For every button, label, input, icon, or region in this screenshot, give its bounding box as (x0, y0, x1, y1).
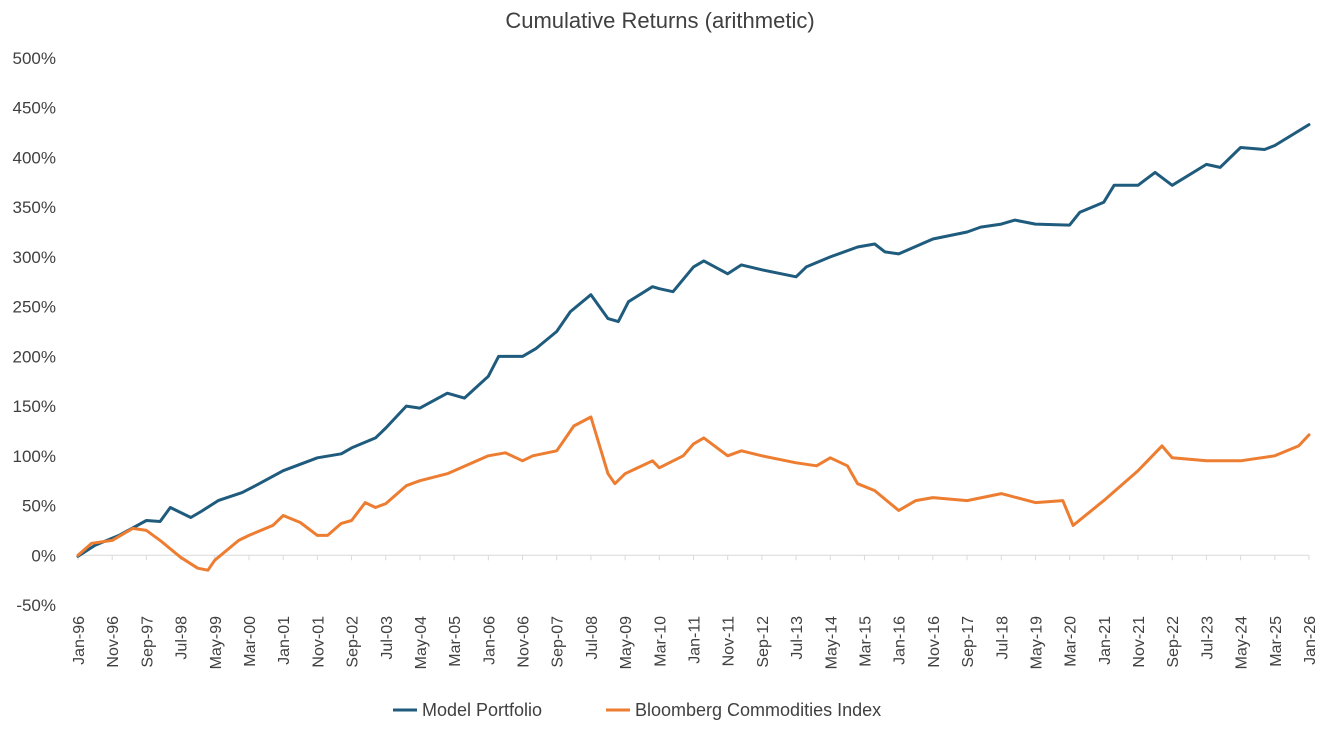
x-tick-label: Jul-18 (994, 616, 1011, 660)
x-tick-label: Sep-02 (345, 616, 362, 668)
chart-title: Cumulative Returns (arithmetic) (505, 8, 814, 33)
x-tick-label: Jul-03 (379, 616, 396, 660)
y-tick-label: 250% (13, 298, 56, 317)
x-tick-label: Sep-12 (755, 616, 772, 668)
y-tick-label: 400% (13, 148, 56, 167)
x-tick-label: Sep-97 (139, 616, 156, 668)
y-tick-label: -50% (16, 596, 56, 615)
x-tick-label: Jan-01 (276, 616, 293, 665)
x-tick-label: Jan-11 (687, 616, 704, 664)
y-tick-label: 0% (31, 546, 56, 565)
x-tick-label: Jan-96 (71, 616, 88, 665)
x-tick-label: May-04 (413, 616, 430, 669)
x-tick-label: Mar-05 (447, 616, 464, 667)
x-tick-label: Sep-07 (550, 616, 567, 668)
x-tick-label: Sep-17 (960, 616, 977, 668)
x-tick-label: May-24 (1234, 616, 1251, 669)
y-tick-label: 300% (13, 248, 56, 267)
x-tick-label: May-14 (823, 616, 840, 669)
x-tick-label: Nov-96 (105, 616, 122, 668)
x-axis: Jan-96 Nov-96 Sep-97 Jul-98 May-99 Mar-00 Jan-… (71, 554, 1319, 669)
x-tick-label: Nov-11 (721, 616, 738, 666)
legend: Model Portfolio Bloomberg Commodities Ind… (393, 700, 881, 720)
x-tick-label: Nov-21 (1131, 616, 1148, 668)
x-tick-label: Mar-25 (1268, 616, 1285, 667)
x-tick-label: Jul-23 (1199, 616, 1216, 660)
x-tick-label: Mar-20 (1063, 616, 1080, 667)
x-tick-label: Mar-10 (652, 616, 669, 667)
y-tick-label: 200% (13, 347, 56, 366)
x-tick-label: Sep-22 (1165, 616, 1182, 668)
y-tick-label: 50% (22, 497, 56, 516)
y-axis: -50% 0% 50% 100% 150% 200% 250% 300% 350% 400% 450… (13, 49, 56, 615)
series-layer (76, 123, 1311, 572)
legend-label-1: Bloomberg Commodities Index (635, 700, 881, 720)
legend-label-0: Model Portfolio (422, 700, 542, 720)
y-tick-label: 350% (13, 198, 56, 217)
x-tick-label: Nov-06 (516, 616, 533, 668)
x-tick-label: May-99 (208, 616, 225, 669)
x-tick-label: Mar-15 (857, 616, 874, 667)
series-line-1 (76, 415, 1311, 572)
x-tick-label: May-19 (1028, 616, 1045, 669)
x-tick-label: Mar-00 (242, 616, 259, 667)
x-tick-label: Jul-98 (174, 616, 191, 660)
x-tick-label: Jul-08 (584, 616, 601, 660)
y-tick-label: 500% (13, 49, 56, 68)
x-tick-label: Nov-01 (310, 616, 327, 668)
x-tick-label: Jul-13 (789, 616, 806, 660)
series-line-0 (76, 123, 1311, 558)
x-tick-label: Jan-21 (1097, 616, 1114, 665)
y-tick-label: 100% (13, 447, 56, 466)
x-tick-label: Jan-26 (1302, 616, 1319, 665)
y-tick-label: 450% (13, 99, 56, 118)
x-tick-label: Jan-16 (892, 616, 909, 665)
x-tick-label: Nov-16 (926, 616, 943, 668)
y-tick-label: 150% (13, 397, 56, 416)
x-tick-label: May-09 (618, 616, 635, 669)
x-tick-label: Jan-06 (481, 616, 498, 665)
